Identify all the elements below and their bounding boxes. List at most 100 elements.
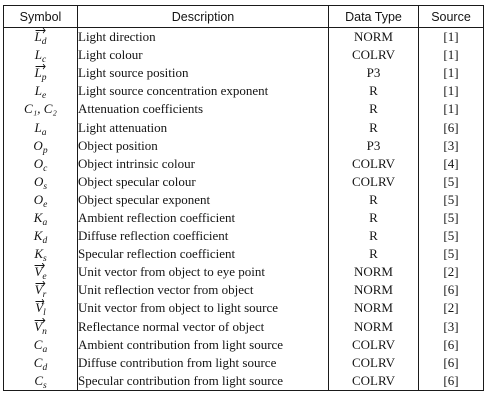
vector-arrow-icon xyxy=(34,317,46,324)
cell-data-type: R xyxy=(328,190,419,209)
cell-data-type: NORM xyxy=(328,263,419,282)
symbol: Le xyxy=(34,83,46,101)
header-data-type: Data Type xyxy=(328,5,419,28)
symbol-base: V xyxy=(34,318,43,334)
symbol-subscript: s xyxy=(42,380,47,391)
symbol-base: V xyxy=(35,300,44,316)
symbol-subscript: p xyxy=(41,73,47,83)
cell-symbol: Ve xyxy=(3,263,78,282)
cell-description: Specular contribution from light source xyxy=(77,371,329,391)
symbol-base: L xyxy=(34,29,42,45)
symbol: Ka xyxy=(33,209,48,228)
cell-description: Specular reflection coefficient xyxy=(77,245,329,264)
cell-source: [3] xyxy=(418,136,484,155)
cell-data-type: R xyxy=(328,118,419,137)
symbol-subscript: d xyxy=(42,236,48,246)
cell-source: [1] xyxy=(418,27,484,47)
table-row: Lc Light colour COLRV [1] xyxy=(3,46,484,65)
symbol: Ks xyxy=(34,246,47,264)
header-symbol: Symbol xyxy=(3,5,78,28)
symbol-subscript: r xyxy=(42,290,47,300)
header-source: Source xyxy=(418,5,484,28)
cell-source: [5] xyxy=(418,190,484,209)
symbol-base: K xyxy=(33,209,43,225)
cell-description: Object specular exponent xyxy=(77,190,329,209)
symbol-base: O xyxy=(33,137,43,153)
cell-description: Object specular colour xyxy=(77,172,329,191)
cell-symbol: Lc xyxy=(3,46,78,65)
symbol: C₁, C₂ xyxy=(24,102,57,116)
cell-symbol: Cs xyxy=(3,371,78,391)
table-row: Ld Light direction NORM [1] xyxy=(3,27,484,47)
cell-data-type: NORM xyxy=(328,27,419,47)
cell-description: Object position xyxy=(77,136,329,155)
table-body: Ld Light direction NORM [1] Lc Light colour CO… xyxy=(3,27,484,391)
cell-data-type: NORM xyxy=(328,317,419,336)
cell-symbol: C₁, C₂ xyxy=(3,100,78,119)
table-row: Os Object specular colour COLRV [5] xyxy=(3,172,484,191)
symbol-base: C xyxy=(33,336,43,352)
cell-source: [2] xyxy=(418,299,484,318)
vector-arrow-icon xyxy=(35,27,46,35)
cell-description: Ambient contribution from light source xyxy=(77,335,329,354)
cell-data-type: R xyxy=(328,227,419,246)
symbol: Ld xyxy=(34,27,47,47)
symbol-base: L xyxy=(34,47,42,63)
symbol: Lp xyxy=(34,64,47,83)
symbol: Oe xyxy=(34,192,48,209)
cell-source: [6] xyxy=(418,335,484,354)
cell-source: [6] xyxy=(418,281,484,300)
table-row: Vl Unit vector from object to light sourc… xyxy=(3,299,484,318)
cell-description: Light attenuation xyxy=(77,118,329,137)
cell-description: Unit reflection vector from object xyxy=(77,281,329,300)
cell-symbol: La xyxy=(3,118,78,137)
cell-source: [3] xyxy=(418,317,484,336)
symbol: Oc xyxy=(33,155,48,173)
symbol-base: L xyxy=(34,83,42,99)
symbol-base: K xyxy=(34,246,43,262)
cell-symbol: Ld xyxy=(3,27,78,47)
symbol: Vn xyxy=(34,317,47,336)
cell-symbol: Oe xyxy=(3,190,78,209)
cell-description: Object intrinsic colour xyxy=(77,154,329,173)
symbol-subscript: a xyxy=(42,217,48,228)
cell-description: Unit vector from object to eye point xyxy=(77,263,329,282)
cell-description: Diffuse reflection coefficient xyxy=(77,227,329,246)
symbol-base: L xyxy=(34,65,42,81)
symbol: Op xyxy=(33,137,47,155)
cell-data-type: R xyxy=(328,208,419,228)
cell-data-type: R xyxy=(328,82,419,101)
symbol-base: C xyxy=(33,354,43,370)
table-row: Ve Unit vector from object to eye point NO… xyxy=(3,263,484,282)
symbol-base: L xyxy=(34,119,42,135)
symbol: Kd xyxy=(34,229,48,246)
vector-arrow-icon xyxy=(34,263,46,269)
symbol: Os xyxy=(34,174,47,191)
symbol-subscript: s xyxy=(42,254,47,264)
symbol: Ve xyxy=(34,263,47,281)
symbol-base: O xyxy=(33,155,44,171)
table-row: Le Light source concentration exponent R [1… xyxy=(3,82,484,101)
symbol-subscript: d xyxy=(41,37,47,47)
cell-source: [2] xyxy=(418,263,484,282)
table-row: Oe Object specular exponent R [5] xyxy=(3,190,484,209)
cell-data-type: NORM xyxy=(328,281,419,300)
symbol-base: V xyxy=(34,264,43,280)
symbol-subscript: a xyxy=(42,344,48,354)
table-row: La Light attenuation R [6] xyxy=(3,118,484,137)
table-row: Vr Unit reflection vector from object NORM… xyxy=(3,281,484,300)
cell-description: Light direction xyxy=(77,27,329,47)
cell-source: [1] xyxy=(418,100,484,119)
cell-data-type: COLRV xyxy=(328,353,419,372)
symbol: Cd xyxy=(33,354,47,372)
symbol-subscript: l xyxy=(43,308,46,318)
cell-symbol: Kd xyxy=(3,227,78,246)
cell-source: [4] xyxy=(418,154,484,173)
cell-symbol: Vr xyxy=(3,281,78,300)
symbol-subscript: e xyxy=(43,199,48,209)
symbol-table: Symbol Description Data Type Source Ld Li… xyxy=(3,5,484,391)
symbol-base: V xyxy=(34,282,43,298)
cell-data-type: R xyxy=(328,245,419,264)
symbol-subscript: a xyxy=(41,127,47,137)
symbol-subscript: c xyxy=(42,55,47,65)
